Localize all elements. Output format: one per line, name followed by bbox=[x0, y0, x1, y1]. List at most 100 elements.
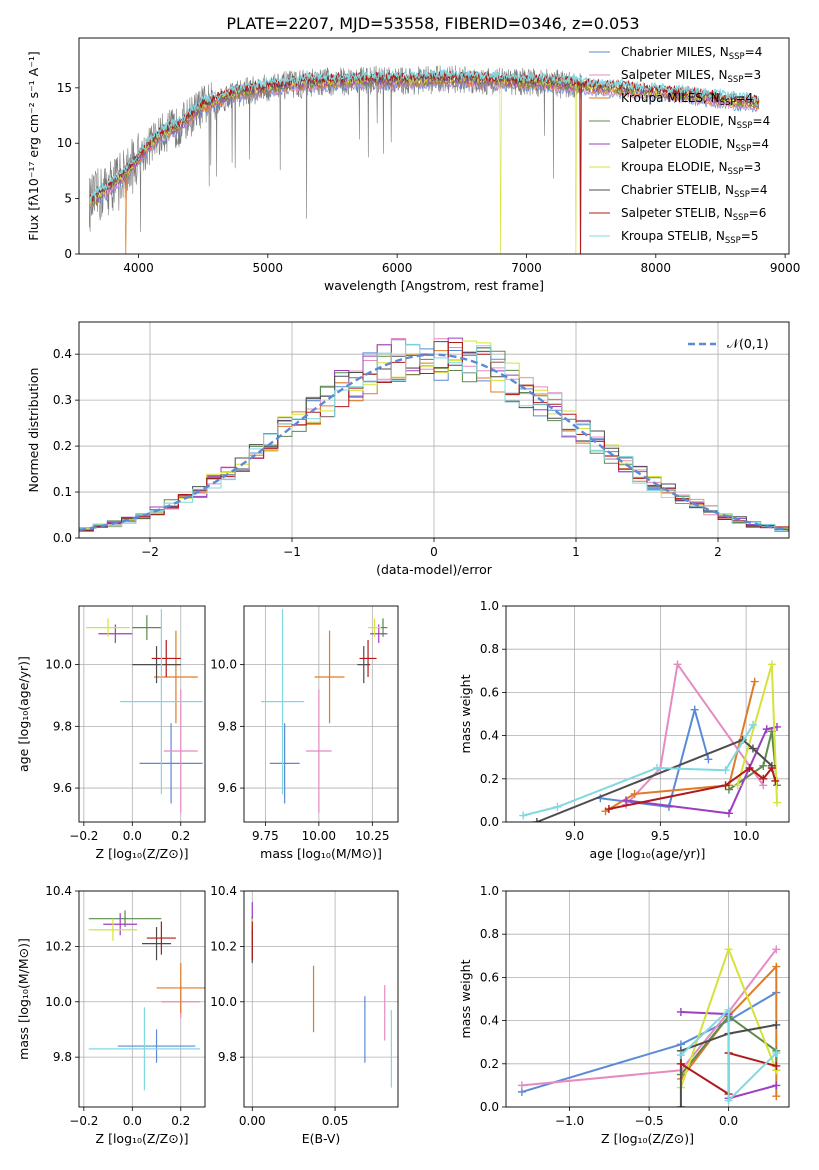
weight-marker bbox=[767, 764, 776, 772]
y-tick-label: 0.4 bbox=[480, 729, 499, 743]
weight-marker bbox=[762, 725, 771, 734]
weight-marker bbox=[772, 1049, 781, 1057]
weight-marker bbox=[772, 945, 781, 954]
y-tick-label: 0.3 bbox=[53, 393, 72, 407]
weight-vs-age-panel: 9.0 9.5 10.0 0.0 0.2 0.4 0.6 0.8 1.0 age [log₁₀(a… bbox=[458, 599, 790, 861]
y-tick-label: 0.2 bbox=[53, 439, 72, 453]
weight-marker bbox=[771, 776, 780, 785]
age-vs-mass-panel: 9.75 10.00 10.25 9.6 9.8 10.0 mass [log₁₀(M/M⊙… bbox=[210, 605, 399, 861]
axes-frame bbox=[78, 321, 790, 539]
y-tick-label: 0.0 bbox=[53, 531, 72, 545]
legend-entry: Salpeter STELIB, NSSP=6 bbox=[621, 206, 766, 223]
weight-line bbox=[604, 681, 756, 813]
x-tick-label: 0.00 bbox=[239, 1114, 266, 1128]
mass-vs-Z-plot-area bbox=[88, 910, 205, 1091]
y-tick-label: 10 bbox=[57, 136, 72, 150]
y-tick-label: 10.0 bbox=[45, 995, 72, 1009]
x-axis-label: wavelength [Angstrom, rest frame] bbox=[324, 278, 544, 293]
y-tick-label: 10.2 bbox=[210, 939, 237, 953]
x-tick-label: 0.0 bbox=[719, 1114, 738, 1128]
y-tick-label: 10.4 bbox=[210, 884, 237, 898]
y-tick-label: 0 bbox=[64, 247, 72, 261]
x-tick-label: 0.2 bbox=[171, 829, 190, 843]
y-tick-label: 9.8 bbox=[53, 1050, 72, 1064]
weight-marker bbox=[724, 785, 733, 794]
y-axis-label: mass weight bbox=[458, 674, 473, 753]
weight-marker bbox=[532, 818, 541, 822]
axes-frame bbox=[505, 890, 790, 1108]
y-tick-label: 9.8 bbox=[218, 1050, 237, 1064]
weight-line bbox=[680, 964, 778, 1097]
weight-vs-age-plot-area bbox=[519, 660, 781, 822]
x-tick-label: 10.0 bbox=[733, 829, 760, 843]
weight-marker bbox=[704, 755, 713, 764]
weight-marker bbox=[724, 1096, 733, 1105]
x-axis-label: (data-model)/error bbox=[376, 562, 493, 577]
y-tick-label: 0.6 bbox=[480, 970, 499, 984]
weight-marker bbox=[772, 798, 781, 807]
weight-marker bbox=[604, 805, 613, 814]
x-tick-label: 10.25 bbox=[355, 829, 389, 843]
weight-marker bbox=[772, 1081, 781, 1090]
x-tick-label: 9.75 bbox=[252, 829, 279, 843]
axes-frame bbox=[243, 605, 399, 823]
weight-vs-Z-plot-area bbox=[517, 945, 781, 1107]
weight-marker bbox=[772, 1061, 781, 1070]
weight-marker bbox=[652, 764, 661, 772]
weight-marker bbox=[690, 705, 699, 714]
spectrum-panel: 4000 5000 6000 7000 8000 9000 0 5 10 15 wavelength… bbox=[26, 37, 800, 293]
weight-line bbox=[536, 738, 773, 822]
axes-frame bbox=[505, 605, 790, 823]
axes-frame bbox=[78, 605, 206, 823]
residual-distribution-plot-area bbox=[79, 337, 789, 533]
observed-spectrum-line bbox=[89, 65, 585, 232]
gaussian-curve bbox=[79, 353, 789, 532]
x-tick-label: −0.5 bbox=[635, 1114, 664, 1128]
y-tick-label: 10.2 bbox=[45, 939, 72, 953]
x-tick-label: 2 bbox=[714, 545, 722, 559]
weight-marker bbox=[767, 660, 776, 669]
x-tick-label: 1 bbox=[572, 545, 580, 559]
weight-marker bbox=[772, 1020, 781, 1029]
y-tick-label: 0.0 bbox=[480, 1100, 499, 1114]
x-axis-label: Z [log₁₀(Z/Z⊙)] bbox=[96, 846, 189, 861]
x-tick-label: 5000 bbox=[253, 261, 284, 275]
x-tick-label: 10.00 bbox=[302, 829, 336, 843]
weight-marker bbox=[721, 766, 730, 775]
y-tick-label: 9.6 bbox=[53, 781, 72, 795]
weight-marker bbox=[553, 802, 562, 811]
y-tick-label: 1.0 bbox=[480, 599, 499, 613]
gaussian-legend-label: 𝒩(0,1) bbox=[727, 336, 769, 351]
x-tick-label: 9.0 bbox=[565, 829, 584, 843]
x-tick-label: 0 bbox=[430, 545, 438, 559]
y-tick-label: 0.4 bbox=[53, 347, 72, 361]
legend-entry: Salpeter MILES, NSSP=3 bbox=[621, 68, 761, 85]
y-axis-label: Flux [fλ10⁻¹⁷ erg cm⁻² s⁻¹ A⁻¹] bbox=[26, 51, 41, 240]
y-tick-label: 0.8 bbox=[480, 642, 499, 656]
y-axis-label: Normed distribution bbox=[26, 368, 41, 493]
figure-title: PLATE=2207, MJD=53558, FIBERID=0346, z=0… bbox=[226, 14, 639, 33]
axes-frame bbox=[78, 37, 790, 255]
x-tick-label: 0.0 bbox=[123, 1114, 142, 1128]
y-tick-label: 10.0 bbox=[210, 658, 237, 672]
y-tick-label: 10.0 bbox=[210, 995, 237, 1009]
model-spectrum-line bbox=[88, 68, 759, 202]
weight-marker bbox=[745, 764, 754, 772]
x-tick-label: −2 bbox=[141, 545, 159, 559]
age-vs-Z-plot-area bbox=[86, 609, 203, 813]
weight-marker bbox=[724, 1005, 733, 1014]
weight-marker bbox=[630, 789, 639, 798]
weight-marker bbox=[772, 1092, 781, 1101]
age-vs-mass-plot-area bbox=[261, 609, 388, 813]
age-vs-Z-panel: −0.2 0.0 0.2 9.6 9.8 10.0 Z [log₁₀(Z/Z⊙)] age [… bbox=[16, 605, 206, 861]
weight-marker bbox=[673, 660, 682, 669]
y-tick-label: 0.1 bbox=[53, 485, 72, 499]
y-axis-label: mass weight bbox=[458, 959, 473, 1038]
weight-marker bbox=[772, 962, 781, 971]
weight-marker bbox=[519, 811, 528, 820]
y-tick-label: 0.2 bbox=[480, 772, 499, 786]
axes-frame bbox=[78, 890, 206, 1108]
y-tick-label: 10.4 bbox=[45, 884, 72, 898]
weight-marker bbox=[748, 744, 757, 753]
